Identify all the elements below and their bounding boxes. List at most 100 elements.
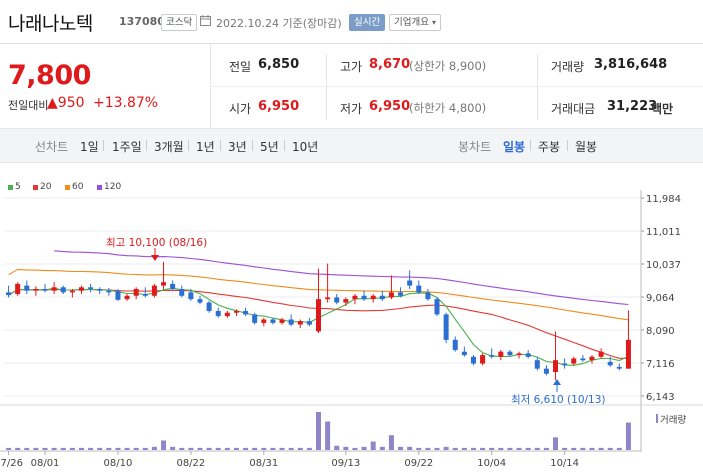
volume-bar xyxy=(562,447,568,450)
candle-body xyxy=(316,299,321,332)
candle-body xyxy=(398,292,404,296)
change-percent: +13.87% xyxy=(92,95,159,111)
period-1d[interactable]: 1일 xyxy=(80,140,99,154)
price-summary: 7,800 전일대비 ▲950 +13.87% 전일 6,850 고가 8,67… xyxy=(0,44,703,128)
volume-bar xyxy=(233,447,239,450)
x-tick-label: 08/22 xyxy=(176,458,205,469)
chevron-down-icon: ▾ xyxy=(432,18,437,27)
volume-bar xyxy=(69,447,75,450)
candle-body xyxy=(489,355,495,357)
candle-body xyxy=(553,360,559,373)
candle-body xyxy=(252,314,258,323)
candlestick-chart[interactable]: 11,984 11,011 10,037 9,064 8,090 7,116 6,143 07… xyxy=(0,190,703,472)
candle-body xyxy=(69,290,75,293)
volume-bar xyxy=(306,447,312,450)
volume-bar xyxy=(224,447,230,450)
change-amount: 950 xyxy=(57,95,85,111)
y-tick-label: 6,143 xyxy=(646,392,675,403)
volume-bar xyxy=(33,447,39,450)
candle-body xyxy=(151,285,157,296)
candle-body xyxy=(516,353,522,356)
volume-bar xyxy=(470,447,476,450)
upper-limit: (상한가 8,900) xyxy=(409,59,487,73)
candle-body xyxy=(379,295,385,300)
candle-body xyxy=(288,319,294,325)
volume-bar xyxy=(525,447,531,450)
candle-body xyxy=(215,311,221,317)
volume-bar xyxy=(607,447,613,450)
candle-weekly[interactable]: 주봉 xyxy=(538,140,561,154)
volume-bar xyxy=(243,447,249,450)
volume-bar xyxy=(151,446,157,450)
candle-daily[interactable]: 일봉 xyxy=(503,140,526,154)
volume-bar xyxy=(170,446,176,450)
volume-bar xyxy=(480,447,486,450)
candle-body xyxy=(133,288,139,296)
period-5y[interactable]: 5년 xyxy=(260,140,279,154)
up-triangle-icon: ▲ xyxy=(47,95,58,111)
volume-bar xyxy=(452,447,458,450)
candle-body xyxy=(352,295,358,300)
volume-bar xyxy=(288,447,294,450)
candle-body xyxy=(407,280,413,286)
legend-swatch-20 xyxy=(33,185,38,190)
realtime-button[interactable]: 실시간 xyxy=(349,14,386,31)
volume-bar xyxy=(78,447,84,450)
volume-bar xyxy=(407,446,413,450)
volume-bar xyxy=(343,446,349,450)
volume-bar xyxy=(252,447,258,450)
volume-label: 거래량 xyxy=(660,414,686,426)
period-3y[interactable]: 3년 xyxy=(228,140,247,154)
volume-bar xyxy=(142,447,148,450)
candle-body xyxy=(233,311,239,313)
volume-bar xyxy=(316,412,321,450)
change-value: ▲950 +13.87% xyxy=(47,95,158,111)
market-badge: 코스닥 xyxy=(161,14,198,31)
candle-body xyxy=(325,297,331,300)
calendar-icon xyxy=(200,15,211,26)
divider xyxy=(326,54,327,120)
volume-bar xyxy=(507,447,513,450)
volume-bar xyxy=(589,447,595,450)
stock-header: 나래나노텍 137080 코스닥 2022.10.24 기준(장마감) 실시간 … xyxy=(0,0,703,44)
x-tick-label: 08/01 xyxy=(31,458,60,469)
candle-body xyxy=(142,294,148,296)
period-3m[interactable]: 3개월 xyxy=(154,140,184,154)
volume-bar xyxy=(179,447,185,450)
volume-bar xyxy=(461,447,467,450)
legend-ma120: 120 xyxy=(104,182,122,192)
volume-bar xyxy=(88,447,94,450)
period-1y[interactable]: 1년 xyxy=(196,140,215,154)
period-10y[interactable]: 10년 xyxy=(292,140,319,154)
volume-bar xyxy=(534,447,540,450)
candle-body xyxy=(580,358,586,361)
candle-body xyxy=(243,311,249,315)
candle-body xyxy=(416,285,422,293)
volume-bar xyxy=(553,437,559,450)
candle-body xyxy=(51,287,57,291)
candle-monthly[interactable]: 월봉 xyxy=(575,140,598,154)
candle-body xyxy=(297,321,303,325)
trade-value-unit: 백만 xyxy=(651,102,674,116)
volume-bar xyxy=(297,447,303,450)
volume-bar xyxy=(416,447,422,450)
y-tick-label: 10,037 xyxy=(646,260,681,271)
stock-name: 나래나노텍 xyxy=(8,13,93,35)
candle-body xyxy=(507,351,513,356)
ma-line-120 xyxy=(54,250,629,306)
company-info-dropdown[interactable]: 기업개요 ▾ xyxy=(389,14,442,31)
volume-bar xyxy=(598,447,604,450)
candle-body xyxy=(179,288,185,296)
candle-body xyxy=(206,302,212,312)
lower-limit: (하한가 4,800) xyxy=(409,101,487,115)
period-1w[interactable]: 1주일 xyxy=(112,140,142,154)
candle-chart-label: 봉차트 xyxy=(458,140,492,154)
volume-bar xyxy=(124,447,130,450)
volume-bar xyxy=(325,421,331,450)
volume-bar xyxy=(270,447,276,450)
volume-bar xyxy=(188,447,194,450)
volume-bar xyxy=(489,447,495,450)
candle-body xyxy=(498,351,504,357)
volume-bar xyxy=(215,447,221,450)
legend-ma20: 20 xyxy=(40,182,52,192)
